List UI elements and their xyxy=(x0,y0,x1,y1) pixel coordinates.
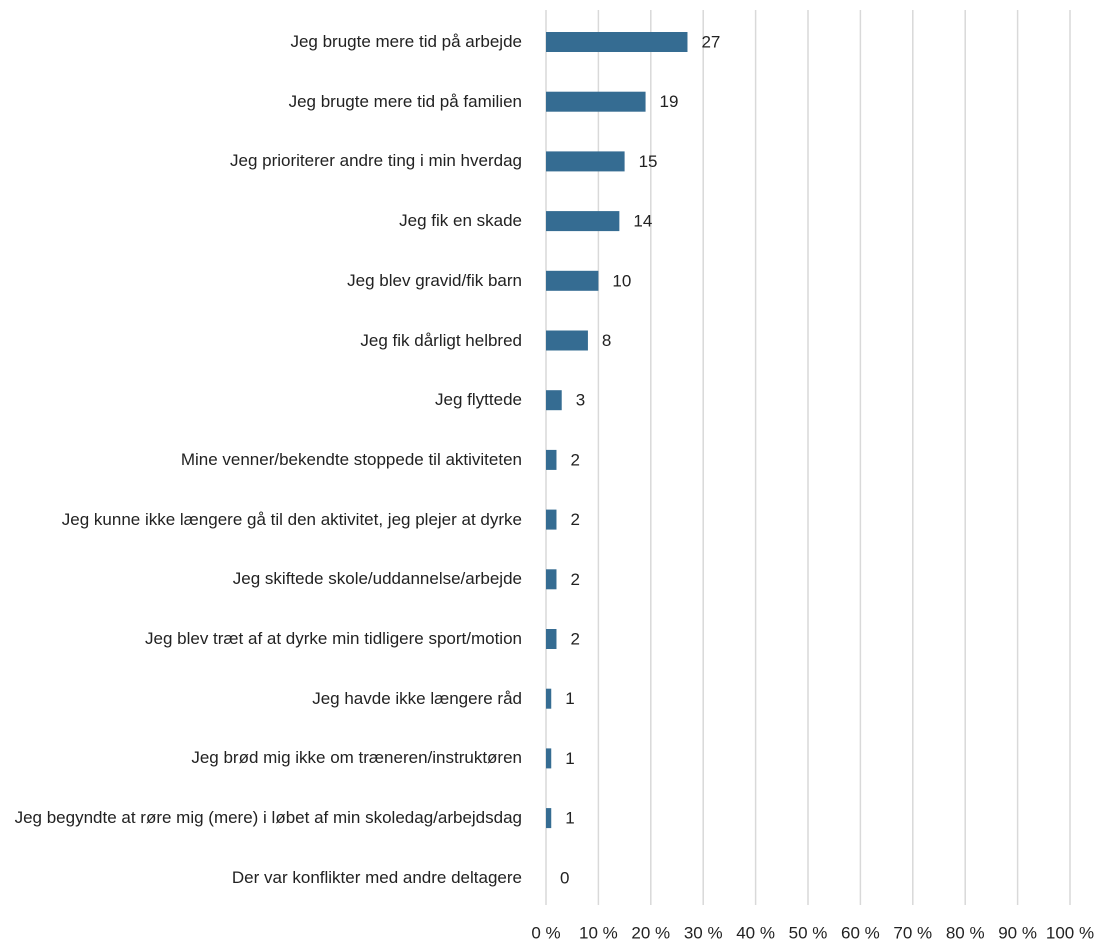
x-tick-label: 0 % xyxy=(531,923,560,942)
x-tick-label: 60 % xyxy=(841,923,880,942)
value-label: 14 xyxy=(633,212,652,231)
bar xyxy=(546,270,599,291)
category-label: Jeg begyndte at røre mig (mere) i løbet … xyxy=(14,808,522,828)
category-label: Jeg brugte mere tid på arbejde xyxy=(290,32,522,51)
value-label: 2 xyxy=(570,629,579,648)
bar xyxy=(546,509,557,530)
value-label: 1 xyxy=(565,809,574,828)
bar xyxy=(546,748,552,769)
category-label: Jeg blev træt af at dyrke min tidligere … xyxy=(145,629,522,648)
bar xyxy=(546,91,646,112)
value-label: 27 xyxy=(701,32,720,51)
value-label: 2 xyxy=(570,570,579,589)
category-label: Mine venner/bekendte stoppede til aktivi… xyxy=(180,449,522,469)
value-label: 10 xyxy=(612,271,631,290)
category-label: Jeg havde ikke længere råd xyxy=(312,688,522,708)
value-label: 1 xyxy=(565,689,574,708)
bar xyxy=(546,688,552,709)
category-label: Jeg prioriterer andre ting i min hverdag xyxy=(230,151,522,171)
bar xyxy=(546,390,562,411)
category-label: Jeg skiftede skole/uddannelse/arbejde xyxy=(232,569,522,589)
value-label: 2 xyxy=(570,450,579,469)
value-label: 8 xyxy=(602,331,611,350)
bar xyxy=(546,629,557,649)
bar xyxy=(546,808,552,829)
category-label: Jeg kunne ikke længere gå til den aktivi… xyxy=(61,509,522,529)
x-tick-label: 30 % xyxy=(684,923,723,942)
x-tick-label: 50 % xyxy=(789,923,828,942)
x-tick-label: 80 % xyxy=(946,923,985,942)
category-label: Jeg blev gravid/fik barn xyxy=(347,270,522,290)
x-tick-label: 20 % xyxy=(631,923,670,942)
category-label: Jeg fik dårligt helbred xyxy=(360,330,522,350)
value-label: 3 xyxy=(576,391,585,410)
category-label: Jeg flyttede xyxy=(435,390,522,410)
value-label: 2 xyxy=(570,510,579,529)
category-label: Jeg fik en skade xyxy=(399,211,522,231)
bar xyxy=(546,330,588,351)
x-tick-label: 90 % xyxy=(998,923,1037,942)
x-tick-label: 70 % xyxy=(893,923,932,942)
category-label: Jeg brød mig ikke om træneren/instruktør… xyxy=(191,748,522,768)
bar xyxy=(546,569,557,590)
bar xyxy=(546,211,620,232)
x-tick-label: 100 % xyxy=(1046,923,1094,942)
category-label: Jeg brugte mere tid på familien xyxy=(288,91,522,111)
category-label: Der var konflikter med andre deltagere xyxy=(231,867,522,887)
bar xyxy=(546,449,557,470)
value-label: 0 xyxy=(560,868,569,887)
x-tick-label: 40 % xyxy=(736,923,775,942)
x-tick-label: 10 % xyxy=(579,923,618,942)
bar xyxy=(546,151,625,172)
value-label: 1 xyxy=(565,749,574,768)
value-label: 19 xyxy=(660,92,679,111)
value-label: 15 xyxy=(639,152,658,171)
bar xyxy=(546,32,688,52)
